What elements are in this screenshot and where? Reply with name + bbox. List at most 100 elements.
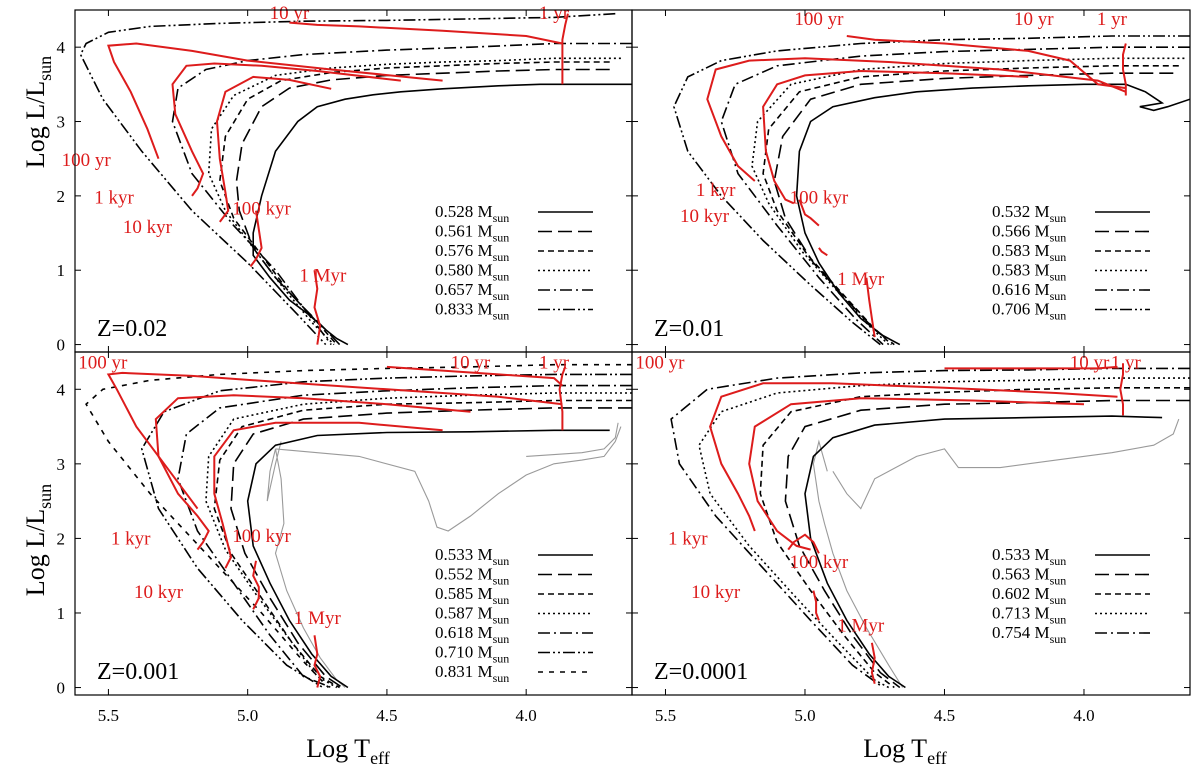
isochrone-label: 1 yr [1111, 352, 1142, 373]
isochrone-10-yr [386, 365, 564, 387]
isochrone-1-kyr [762, 69, 1029, 205]
track-line-5 [720, 46, 1190, 346]
isochrone-100-kyr [818, 247, 828, 257]
x-tick-label: 5.5 [655, 706, 676, 725]
legend-sub: sun [1050, 289, 1067, 303]
metallicity-label: Z=0.0001 [654, 659, 748, 685]
isochrone-1-Myr [870, 642, 876, 685]
isochrone-1-kyr [154, 394, 471, 551]
x-tick-label: 4.5 [934, 706, 955, 725]
track-line-6 [673, 35, 1190, 346]
isochrone-1-Myr [865, 277, 876, 338]
legend-sub: sun [493, 613, 510, 627]
isochrone-label: 10 yr [1014, 9, 1054, 30]
isochrone-10-kyr [213, 421, 443, 569]
isochrone-1-kyr [171, 62, 401, 197]
y-tick-label: 2 [57, 187, 66, 206]
isochrone-100-yr [709, 382, 1118, 532]
isochrone-label: 10 kyr [134, 582, 184, 603]
x-tick-label: 4.0 [516, 706, 537, 725]
y-tick-label: 2 [57, 529, 66, 548]
isochrone-100-yr [706, 57, 1127, 182]
isochrone-1-kyr [748, 397, 1085, 551]
isochrone-label: 1 Myr [294, 608, 342, 629]
x-tick-label: 5.5 [98, 706, 119, 725]
isochrone-label: 10 yr [1070, 352, 1110, 373]
isochrone-10-kyr [787, 533, 820, 554]
x-tick-label: 5.0 [794, 706, 815, 725]
isochrone-label: 10 kyr [680, 206, 730, 227]
track-line-4 [698, 377, 1190, 689]
legend-sub: sun [1050, 270, 1067, 284]
legend-label: 0.532 Msun [992, 202, 1066, 225]
legend-sub: sun [493, 270, 510, 284]
track-line-3 [213, 399, 632, 689]
legend-sub: sun [1050, 231, 1067, 245]
isochrone-label: 10 yr [270, 3, 310, 24]
legend-sub: sun [1050, 211, 1067, 225]
track-line-6 [140, 373, 632, 689]
isochrone-10-kyr [798, 199, 820, 227]
legend-label: 0.580 Msun [435, 261, 509, 284]
y-tick-label: 4 [57, 380, 66, 399]
isochrone-label: 100 yr [794, 9, 844, 30]
legend-sub: sun [1050, 613, 1067, 627]
legend-sub: sun [1050, 574, 1067, 588]
metallicity-label: Z=0.02 [97, 316, 167, 342]
legend-sub: sun [1050, 250, 1067, 264]
x-axis-label-left: Log Teff [306, 734, 389, 768]
isochrone-label: 1 yr [539, 352, 570, 373]
isochrone-label: 10 kyr [691, 582, 741, 603]
isochrone-10-yr [289, 21, 563, 45]
track-line-2 [235, 68, 610, 346]
comparison-track-3 [526, 422, 619, 457]
isochrone-1-yr [561, 13, 569, 85]
plot-area [673, 35, 1190, 346]
isochrone-10-yr [846, 35, 1126, 90]
track-line-5 [670, 367, 1190, 689]
legend-sub: sun [1050, 593, 1067, 607]
track-line-4 [207, 57, 621, 346]
track-line-5 [177, 384, 632, 689]
legend-sub: sun [493, 574, 510, 588]
legend-sub: sun [1050, 632, 1067, 646]
legend-sub: sun [493, 231, 510, 245]
isochrone-100-kyr [812, 590, 820, 621]
plot-area [79, 12, 632, 346]
isochrone-100-yr [106, 371, 563, 510]
legend-label: 0.552 Msun [435, 565, 509, 588]
comparison-track-1 [812, 439, 904, 688]
isochrone-1-Myr [313, 635, 322, 688]
legend-label: 0.533 Msun [435, 545, 509, 568]
y-tick-label: 3 [57, 113, 66, 132]
legend-sub: sun [493, 211, 510, 225]
panel-1: 10 yr 1 yr 100 yr 1 kyr 10 kyr 100 kyr 1 Myr Z=… [57, 3, 632, 355]
isochrone-label: 100 kyr [790, 552, 849, 573]
track-line-1 [252, 83, 632, 346]
legend-label: 0.706 Msun [992, 300, 1066, 323]
x-tick-label: 4.0 [1073, 706, 1094, 725]
isochrone-label: 1 kyr [111, 528, 151, 549]
panel-2: 100 yr 10 yr 1 yr 1 kyr 10 kyr 100 kyr 1 Myr Z=… [632, 9, 1190, 352]
legend-label: 0.833 Msun [435, 300, 509, 323]
legend-sub: sun [493, 554, 510, 568]
track-line-1 [795, 83, 1190, 346]
panel-frame [631, 351, 1191, 696]
legend-sub: sun [1050, 309, 1067, 323]
track-line-1 [246, 429, 610, 689]
track-line-7 [85, 363, 632, 689]
legend-label: 0.561 Msun [435, 222, 509, 245]
isochrone-label: 1 kyr [696, 180, 736, 201]
x-tick-label: 5.0 [237, 706, 258, 725]
y-tick-label: 1 [57, 261, 66, 280]
legend-label: 0.563 Msun [992, 565, 1066, 588]
legend-label: 0.583 Msun [992, 241, 1066, 264]
legend-label: 0.831 Msun [435, 662, 509, 685]
x-axis-label-right: Log Teff [863, 734, 946, 768]
panel-4: 100 yr 10 yr 1 yr 1 kyr 10 kyr 100 kyr 1 Myr Z=… [632, 352, 1190, 725]
legend-label: 0.533 Msun [992, 545, 1066, 568]
panel-3: 100 yr 10 yr 1 yr 1 kyr 10 kyr 100 kyr 1 Myr Z=… [57, 352, 632, 725]
isochrone-1-yr [1119, 363, 1124, 416]
